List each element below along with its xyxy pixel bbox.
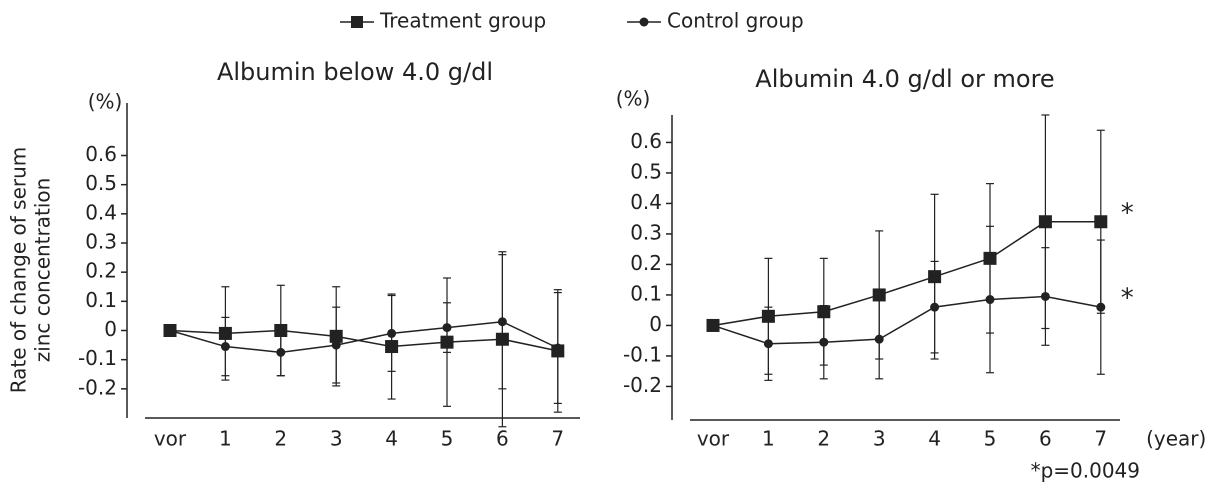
y-axis-label: Rate of change of serum xyxy=(7,147,31,394)
marker xyxy=(1096,302,1106,312)
y-tick-label: 0.5 xyxy=(85,171,117,195)
y-unit: (%) xyxy=(88,90,123,114)
marker xyxy=(220,342,230,352)
marker xyxy=(495,332,509,346)
y-tick-label: 0.3 xyxy=(85,230,117,254)
marker xyxy=(1038,215,1052,229)
annotation: * xyxy=(1121,284,1134,314)
legend-marker xyxy=(639,17,649,27)
y-tick-label: 0.6 xyxy=(85,142,117,166)
chart-title: Albumin 4.0 g/dl or more xyxy=(755,65,1054,93)
series-line xyxy=(169,320,559,354)
marker xyxy=(817,305,831,319)
y-tick-label: 0.4 xyxy=(85,200,117,224)
y-unit: (%) xyxy=(616,87,651,111)
marker xyxy=(872,288,886,302)
x-tick-label: 2 xyxy=(274,427,287,451)
series-line xyxy=(712,221,1101,327)
y-tick-label: 0.6 xyxy=(630,129,662,153)
marker xyxy=(274,324,288,337)
chart-title: Albumin below 4.0 g/dl xyxy=(217,58,493,86)
x-tick-label: 7 xyxy=(1094,427,1107,451)
x-tick-label: 1 xyxy=(762,427,775,451)
y-tick-label: 0.3 xyxy=(630,220,662,244)
marker xyxy=(761,309,775,323)
y-tick-label: -0.1 xyxy=(78,346,117,370)
marker xyxy=(985,295,995,305)
x-tick-label: 1 xyxy=(219,427,232,451)
marker xyxy=(1094,215,1108,229)
x-tick-label: 5 xyxy=(441,427,454,451)
marker xyxy=(928,270,942,284)
marker xyxy=(708,320,718,330)
marker xyxy=(329,329,343,343)
x-tick-label: vor xyxy=(697,427,730,451)
y-tick-label: 0.2 xyxy=(630,251,662,275)
marker xyxy=(930,302,940,312)
y-tick-label: 0.1 xyxy=(630,281,662,305)
marker xyxy=(387,328,397,338)
x-tick-label: 5 xyxy=(984,427,997,451)
y-tick-label: 0 xyxy=(649,312,662,336)
marker xyxy=(819,337,829,347)
marker xyxy=(874,334,884,344)
marker xyxy=(983,251,997,265)
x-tick-label: 7 xyxy=(551,427,564,451)
x-tick-label: 4 xyxy=(385,427,398,451)
marker xyxy=(497,317,507,327)
legend-marker xyxy=(351,16,363,28)
x-tick-label: 3 xyxy=(330,427,343,451)
marker xyxy=(553,343,563,353)
marker xyxy=(165,326,175,335)
series-line xyxy=(712,295,1101,345)
marker xyxy=(218,326,232,340)
y-tick-label: -0.1 xyxy=(623,342,662,366)
marker xyxy=(276,347,286,357)
note: *p=0.0049 xyxy=(1031,459,1140,483)
marker xyxy=(1040,291,1050,301)
y-axis-label: zinc concentration xyxy=(31,178,55,363)
x-tick-label: 2 xyxy=(817,427,830,451)
legend-label: Control group xyxy=(667,9,804,33)
x-tick-label: 6 xyxy=(1039,427,1052,451)
legend-label: Treatment group xyxy=(379,9,546,33)
x-tick-label: 6 xyxy=(496,427,509,451)
y-tick-label: 0.2 xyxy=(85,259,117,283)
y-tick-label: 0.4 xyxy=(630,190,662,214)
y-tick-label: -0.2 xyxy=(78,375,117,399)
marker xyxy=(763,339,773,349)
x-tick-label: vor xyxy=(154,427,187,451)
marker xyxy=(442,323,452,333)
x-tick-label: 3 xyxy=(873,427,886,451)
y-tick-label: 0.1 xyxy=(85,288,117,312)
y-tick-label: -0.2 xyxy=(623,373,662,397)
marker xyxy=(331,340,341,350)
x-tick-label: 4 xyxy=(928,427,941,451)
series-line xyxy=(169,329,558,352)
marker xyxy=(440,335,454,349)
x-unit: (year) xyxy=(1146,427,1206,451)
marker xyxy=(385,340,399,354)
y-tick-label: 0 xyxy=(104,317,117,341)
annotation: * xyxy=(1121,198,1134,228)
y-tick-label: 0.5 xyxy=(630,159,662,183)
